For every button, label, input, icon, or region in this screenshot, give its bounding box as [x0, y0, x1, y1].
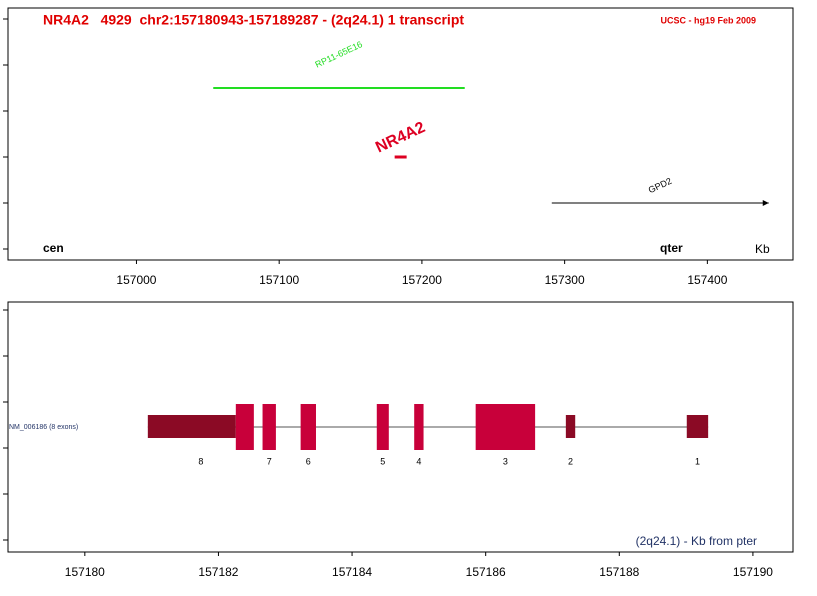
- qter-label: qter: [660, 241, 683, 255]
- exon-label: 8: [198, 456, 203, 466]
- title: NR4A2 4929 chr2:157180943-157189287 - (2…: [43, 12, 464, 28]
- exon-cds: [300, 404, 316, 450]
- left-ticks: [3, 18, 8, 541]
- exon-label: 4: [416, 456, 421, 466]
- top-panel: [7, 7, 794, 261]
- transcript-label: NM_006186 (8 exons): [9, 424, 78, 431]
- exon-cds: [475, 404, 536, 450]
- exon-utr: [565, 415, 576, 438]
- exon-cds: [235, 404, 254, 450]
- x-tick-label: 157180: [65, 565, 105, 579]
- exon-label: 1: [695, 456, 700, 466]
- axis-label: (2q24.1) - Kb from pter: [636, 534, 757, 548]
- exon-label: 3: [503, 456, 508, 466]
- x-tick-label: 157182: [198, 565, 238, 579]
- x-tick-label: 157188: [599, 565, 639, 579]
- x-tick-label: 157190: [733, 565, 773, 579]
- exon-cds: [376, 404, 389, 450]
- exon-utr: [147, 415, 236, 438]
- arrow-head: [762, 200, 769, 206]
- exon-label: 6: [306, 456, 311, 466]
- x-tick-label: 157100: [259, 273, 299, 287]
- exon-cds: [262, 404, 276, 450]
- x-tick-label: 157000: [116, 273, 156, 287]
- exon-label: 7: [267, 456, 272, 466]
- x-tick-label: 157300: [545, 273, 585, 287]
- subtitle: UCSC - hg19 Feb 2009: [660, 15, 756, 25]
- x-tick-label: 157184: [332, 565, 372, 579]
- x-tick-label: 157400: [687, 273, 727, 287]
- exon-cds: [414, 404, 424, 450]
- x-tick-label: 157186: [466, 565, 506, 579]
- exon-label: 5: [380, 456, 385, 466]
- unit-label: Kb: [755, 242, 770, 256]
- x-tick-label: 157200: [402, 273, 442, 287]
- exon-label: 2: [568, 456, 573, 466]
- cen-label: cen: [43, 241, 64, 255]
- exon-utr: [686, 415, 709, 438]
